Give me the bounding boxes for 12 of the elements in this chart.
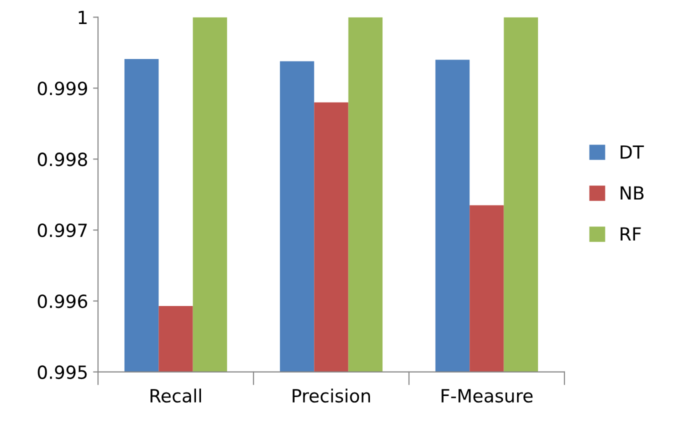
y-tick-label: 0.999	[38, 82, 88, 96]
y-tick-label: 0.996	[38, 294, 88, 308]
x-tick-label: Recall	[150, 388, 201, 403]
x-tick-label: F-Measure	[442, 389, 533, 403]
legend-label: RF	[620, 227, 641, 241]
y-tick-label: 0.998	[38, 152, 88, 166]
y-tick-label: 1	[78, 10, 87, 24]
y-tick-label: 0.995	[38, 365, 87, 380]
y-tick-label: 0.997	[38, 224, 87, 238]
x-tick-label: Precision	[292, 388, 370, 403]
legend-label: NB	[620, 186, 644, 200]
legend-label: DT	[620, 145, 644, 159]
